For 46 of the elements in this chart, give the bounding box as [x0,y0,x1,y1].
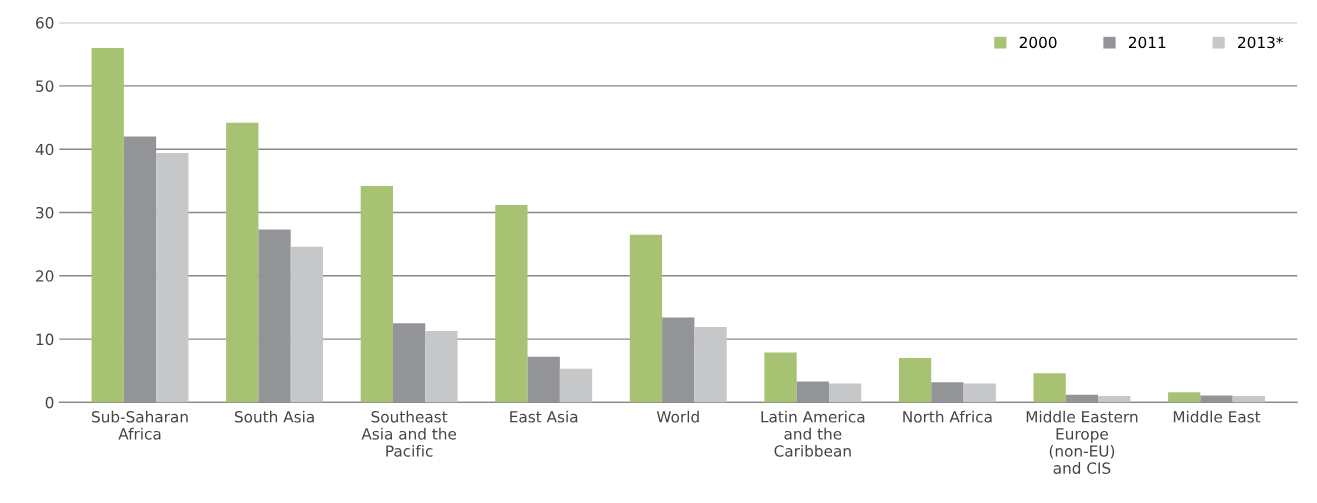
x-tick-label: Southeast Asia and the Pacific [361,410,457,457]
y-tick-label: 40 [35,143,54,156]
bar [156,153,189,403]
x-tick-label: World [656,410,699,423]
legend-label: 2011 [1128,36,1166,49]
bar [290,246,324,403]
bar [963,383,996,403]
bar [828,383,862,403]
y-tick-label: 10 [36,333,54,346]
legend-label: 2013* [1238,36,1284,49]
bar [258,229,291,403]
x-tick-label: Latin America and the Caribbean [761,410,865,457]
bar [796,381,829,403]
bar [425,330,458,403]
x-tick-label: Middle Eastern Europe (non-EU) and CIS [1026,410,1138,474]
bar [1168,392,1201,403]
bar [662,317,695,403]
bar [1033,373,1066,403]
bar [226,122,259,403]
y-tick-label: 30 [36,206,54,219]
bar [1098,396,1131,403]
bar [527,356,560,403]
bar [1232,396,1265,403]
bar [559,368,593,403]
bar [1065,394,1099,403]
bar [1200,395,1233,403]
bar [360,185,393,403]
x-tick-label: North Africa [903,410,992,423]
legend-label: 2000 [1019,36,1057,49]
bar [91,47,124,403]
y-tick-label: 50 [36,80,54,92]
bar [123,136,157,403]
x-tick-label: Sub-Saharan Africa [92,410,188,440]
y-tick-label: 60 [36,17,54,29]
y-tick-label: 20 [36,270,54,282]
bar [495,204,528,403]
bar [931,382,964,403]
y-tick-label: 0 [45,396,54,409]
bar [764,352,797,403]
x-tick-label: East Asia [510,410,578,423]
bar [898,358,932,403]
bar [392,323,426,403]
x-tick-label: Middle East [1173,410,1261,423]
bar [629,234,663,403]
x-tick-label: South Asia [234,410,314,423]
bar [694,327,727,403]
